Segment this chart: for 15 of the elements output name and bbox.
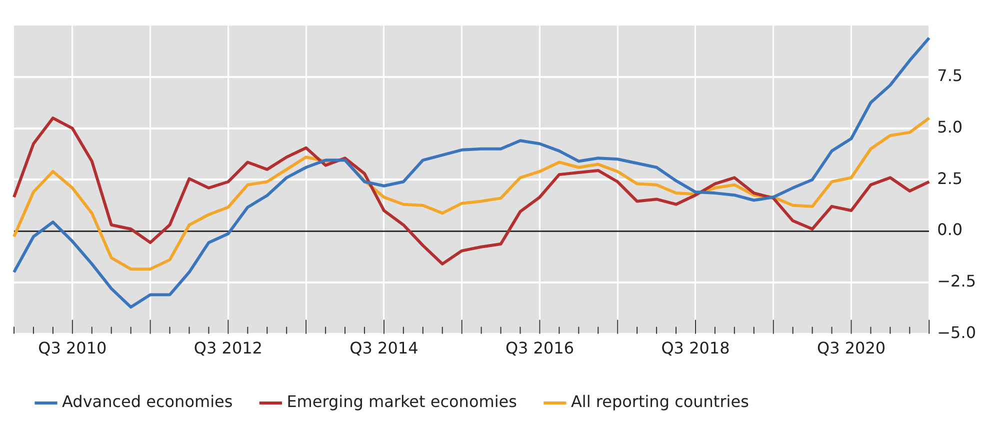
y-tick-label: 5.0 xyxy=(937,117,963,136)
y-tick-label: 0.0 xyxy=(937,220,963,240)
y-tick-label: −2.5 xyxy=(937,272,976,291)
y-tick-label: 2.5 xyxy=(937,168,963,188)
legend-label: Advanced economies xyxy=(62,392,233,412)
x-tick-label: Q3 2016 xyxy=(505,338,574,358)
x-tick-label: Q3 2020 xyxy=(816,338,886,358)
x-tick-label: Q3 2010 xyxy=(38,338,107,358)
x-tick-label: Q3 2014 xyxy=(350,338,418,358)
legend-label: All reporting countries xyxy=(570,392,749,412)
x-tick-label: Q3 2012 xyxy=(194,338,262,358)
y-tick-label: 7.5 xyxy=(937,66,963,86)
y-tick-label: −5.0 xyxy=(937,322,976,342)
legend-label: Emerging market economies xyxy=(286,392,517,412)
x-tick-label: Q3 2018 xyxy=(661,338,730,358)
